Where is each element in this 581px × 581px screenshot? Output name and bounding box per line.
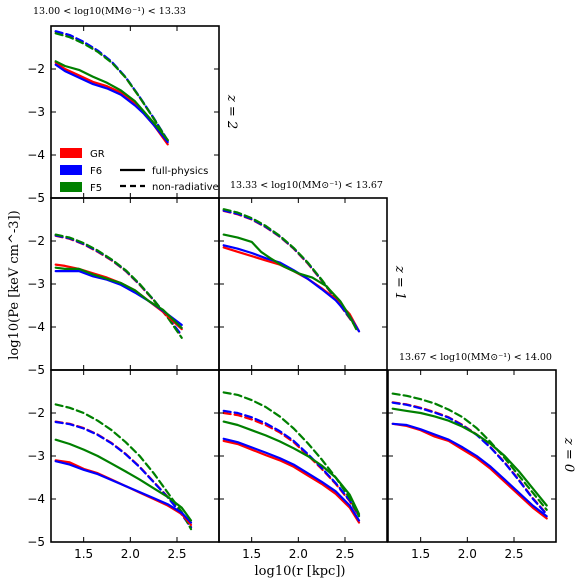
legend-swatch-f6: [60, 165, 82, 175]
legend-label-gr: GR: [90, 149, 105, 160]
series-gr-full-physics: [391, 422, 548, 520]
y-tick-label: −2: [27, 406, 45, 420]
column-title-1: 13.00 < log10(MM⊙⁻¹) < 13.33: [33, 6, 186, 17]
y-tick-label: −2: [27, 234, 45, 248]
panel-frame: [50, 369, 220, 543]
x-tick-label: 2.0: [458, 547, 477, 561]
series-f5-non-radiative: [54, 32, 169, 142]
x-tick-label: 1.5: [242, 547, 261, 561]
legend-label-f6: F6: [90, 166, 102, 177]
series-gr-full-physics: [222, 246, 361, 333]
series-f6-full-physics: [222, 437, 361, 522]
row-label-z0: z = 0: [561, 437, 576, 472]
series-f6-full-physics: [54, 63, 169, 144]
series-f6-non-radiative: [54, 234, 183, 337]
series-gr-full-physics: [54, 263, 183, 331]
series-f5-full-physics: [54, 60, 169, 141]
row-label-z2: z = 2: [224, 94, 239, 129]
y-tick-label: −5: [27, 363, 45, 377]
y-tick-label: −4: [27, 148, 45, 162]
series-f5-non-radiative: [54, 233, 183, 339]
panel-frame: [218, 197, 388, 371]
x-tick-label: 2.0: [121, 547, 140, 561]
series-f5-full-physics: [54, 438, 193, 522]
x-tick-label: 1.5: [411, 547, 430, 561]
y-axis-label: log10(Pe [keV cm^-3]): [7, 210, 22, 359]
y-tick-label: −3: [27, 105, 45, 119]
series-f6-non-radiative: [54, 420, 193, 529]
x-axis-label: log10(r [kpc]): [255, 564, 346, 579]
panel-frame: [218, 369, 388, 543]
series-f6-full-physics: [391, 422, 548, 518]
panel-r2-c2: 1.5 2.0 2.5: [387, 369, 557, 561]
legend-swatch-gr: [60, 148, 82, 158]
y-tick-label: −2: [27, 62, 45, 76]
x-tick-label: 2.5: [335, 547, 354, 561]
y-tick-label: −4: [27, 492, 45, 506]
panel-r2-c0: 1.5 2.0 2.5 −5 −4 −3 −2: [27, 369, 220, 561]
panels: −5 −4 −3 −2 −5 −4 −3 −2 1.5 2.0 2.5 −5 −4 −3 −2 1.5 2.0 2…: [27, 25, 557, 561]
panel-r1-c0: −5 −4 −3 −2: [27, 197, 220, 377]
series-f5-non-radiative: [54, 403, 193, 531]
y-tick-label: −3: [27, 277, 45, 291]
x-tick-label: 2.5: [504, 547, 523, 561]
panel-r0-c0: −5 −4 −3 −2: [27, 25, 220, 205]
row-label-z1: z = 1: [392, 265, 407, 300]
panel-r2-c1: 1.5 2.0 2.5: [218, 369, 388, 561]
series-gr-full-physics: [222, 439, 361, 524]
legend-label-non-radiative: non-radiative: [152, 182, 219, 193]
y-tick-label: −5: [27, 191, 45, 205]
y-tick-label: −4: [27, 320, 45, 334]
panel-r1-c1: [218, 197, 388, 371]
series-gr-non-radiative: [54, 420, 193, 529]
x-tick-label: 1.5: [74, 547, 93, 561]
x-tick-label: 2.5: [167, 547, 186, 561]
series-f5-full-physics: [222, 233, 358, 331]
series-f5-full-physics: [222, 420, 361, 516]
series-f6-full-physics: [222, 244, 361, 333]
series-f6-full-physics: [54, 270, 183, 326]
series-f5-full-physics: [54, 266, 183, 329]
legend-label-full-physics: full-physics: [152, 166, 208, 177]
series-f5-non-radiative: [391, 392, 548, 511]
series-f6-full-physics: [54, 460, 193, 524]
legend: GR F6 F5 full-physics non-radiative: [60, 148, 219, 194]
column-title-3: 13.67 < log10(MM⊙⁻¹) < 14.00: [399, 352, 552, 363]
series-gr-non-radiative: [54, 234, 183, 337]
series-f5-full-physics: [391, 407, 548, 507]
y-tick-label: −3: [27, 449, 45, 463]
series-f6-non-radiative: [222, 409, 361, 517]
legend-label-f5: F5: [90, 183, 102, 194]
y-tick-label: −5: [27, 535, 45, 549]
legend-swatch-f5: [60, 182, 82, 192]
x-tick-label: 2.0: [289, 547, 308, 561]
panel-frame: [50, 197, 220, 371]
column-title-2: 13.33 < log10(MM⊙⁻¹) < 13.67: [230, 180, 383, 191]
